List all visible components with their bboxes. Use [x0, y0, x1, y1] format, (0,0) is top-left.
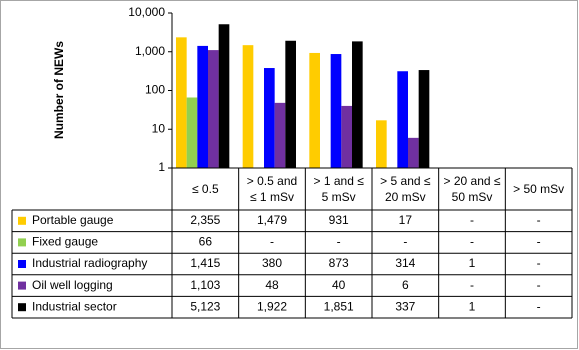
- value-label: 2,355: [190, 213, 220, 227]
- value-label: 17: [399, 213, 413, 227]
- category-cell: > 50 mSv: [513, 182, 565, 196]
- value-label: -: [537, 213, 541, 227]
- bar: [352, 41, 363, 168]
- legend-key: [18, 216, 26, 225]
- x-tick-label: > 50 mSv: [513, 182, 565, 196]
- bar: [218, 24, 230, 168]
- legend-key: [18, 238, 26, 247]
- bar: [285, 40, 296, 168]
- value-label: -: [537, 256, 541, 270]
- value-label: 1: [469, 299, 476, 313]
- y-tick-label: 10: [152, 121, 166, 135]
- bar: [208, 50, 219, 168]
- y-tick-label: 100: [145, 83, 165, 97]
- bar: [274, 102, 286, 168]
- category-cell: ≤ 0.5: [192, 182, 219, 196]
- x-tick-label: > 0.5 and ≤ 1 mSv: [246, 174, 298, 204]
- value-label: -: [337, 235, 341, 249]
- legend-label: Oil well logging: [32, 278, 113, 292]
- value-label: 1,103: [190, 278, 220, 292]
- x-tick-label: > 20 and ≤ 50 mSv: [443, 174, 501, 204]
- category-cell: > 0.5 and ≤ 1 mSv: [246, 174, 298, 204]
- bar: [397, 71, 408, 168]
- value-label: 1,922: [257, 299, 287, 313]
- y-axis-label: Number of NEWs: [52, 41, 66, 139]
- y-tick-label: 1,000: [135, 44, 165, 58]
- value-label: 66: [199, 235, 213, 249]
- bar: [242, 45, 254, 168]
- bar: [309, 52, 320, 168]
- bar: [418, 70, 430, 168]
- bar: [341, 105, 352, 168]
- category-cell: > 20 and ≤ 50 mSv: [443, 174, 501, 204]
- value-label: -: [403, 235, 407, 249]
- value-label: 6: [402, 278, 409, 292]
- bar: [197, 45, 208, 168]
- value-label: -: [470, 235, 474, 249]
- value-label: 337: [395, 299, 415, 313]
- value-label: -: [537, 235, 541, 249]
- value-label: 5,123: [190, 299, 220, 313]
- x-tick-label: > 5 and ≤ 20 mSv: [380, 174, 431, 204]
- value-label: -: [270, 235, 274, 249]
- value-label: -: [470, 213, 474, 227]
- category-cell: > 5 and ≤ 20 mSv: [380, 174, 431, 204]
- legend-label: Industrial sector: [32, 299, 117, 313]
- value-label: -: [470, 278, 474, 292]
- bar: [176, 37, 187, 168]
- bar: [186, 97, 198, 168]
- bar: [376, 120, 387, 168]
- value-label: 40: [332, 278, 346, 292]
- legend-label: Industrial radiography: [32, 256, 147, 270]
- legend-key: [18, 281, 26, 290]
- legend-label: Fixed gauge: [32, 235, 98, 249]
- legend-label: Portable gauge: [32, 213, 114, 227]
- legend-key: [18, 260, 26, 268]
- value-label: 873: [329, 256, 349, 270]
- y-tick-label: 10,000: [128, 5, 165, 19]
- x-tick-label: > 1 and ≤ 5 mSv: [313, 174, 364, 204]
- bar: [330, 54, 342, 168]
- value-label: 314: [395, 256, 415, 270]
- category-cell: > 1 and ≤ 5 mSv: [313, 174, 364, 204]
- value-label: 380: [262, 256, 282, 270]
- value-label: 1,851: [324, 299, 354, 313]
- value-label: -: [537, 299, 541, 313]
- value-label: 48: [265, 278, 279, 292]
- value-label: 1: [469, 256, 476, 270]
- bar: [264, 68, 275, 168]
- legend-key: [18, 303, 26, 312]
- value-label: 1,479: [257, 213, 287, 227]
- x-tick-label: ≤ 0.5: [192, 182, 219, 196]
- bar: [408, 137, 419, 168]
- y-tick-label: 1: [158, 160, 165, 174]
- value-label: 1,415: [190, 256, 220, 270]
- value-label: -: [537, 278, 541, 292]
- value-label: 931: [329, 213, 349, 227]
